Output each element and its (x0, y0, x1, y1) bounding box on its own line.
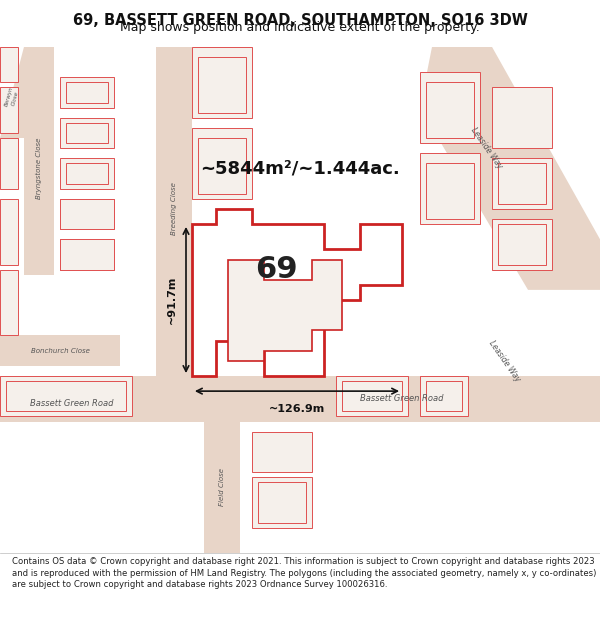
Bar (420, 153, 480, 224)
Bar (198, 57, 246, 112)
Bar (66, 82, 108, 102)
Bar (204, 421, 240, 553)
Bar (0, 138, 18, 189)
Bar (492, 219, 552, 269)
Text: 69, BASSETT GREEN ROAD, SOUTHAMPTON, SO16 3DW: 69, BASSETT GREEN ROAD, SOUTHAMPTON, SO1… (73, 13, 527, 28)
Bar (66, 122, 108, 143)
Polygon shape (228, 259, 342, 361)
Bar (66, 163, 108, 184)
Text: ~5844m²/~1.444ac.: ~5844m²/~1.444ac. (200, 159, 400, 177)
Text: 69: 69 (254, 255, 298, 284)
Bar (0, 336, 120, 366)
Bar (66, 204, 108, 224)
Bar (426, 381, 462, 411)
Text: Berwyn
Close: Berwyn Close (4, 86, 20, 109)
Bar (60, 78, 114, 108)
Bar (492, 158, 552, 209)
Bar (426, 82, 474, 138)
Bar (420, 72, 480, 143)
Bar (336, 376, 408, 416)
Bar (192, 128, 252, 199)
Bar (498, 163, 546, 204)
Bar (492, 88, 552, 148)
Bar (0, 269, 18, 336)
Polygon shape (420, 47, 600, 290)
Bar (0, 376, 600, 421)
Text: ~126.9m: ~126.9m (269, 404, 325, 414)
Bar (60, 239, 114, 269)
Text: Contains OS data © Crown copyright and database right 2021. This information is : Contains OS data © Crown copyright and d… (12, 557, 596, 589)
Bar (498, 224, 546, 264)
Bar (156, 47, 192, 376)
Bar (192, 47, 252, 118)
Text: Leaside Way: Leaside Way (487, 339, 521, 383)
Text: Bassett Green Road: Bassett Green Road (30, 399, 113, 408)
Text: Breeding Close: Breeding Close (171, 182, 177, 235)
Bar (66, 244, 108, 264)
Bar (198, 138, 246, 194)
Bar (60, 199, 114, 229)
Text: Bonchurch Close: Bonchurch Close (31, 348, 89, 354)
Bar (24, 47, 54, 275)
Bar (60, 158, 114, 189)
Bar (60, 118, 114, 148)
Bar (342, 381, 402, 411)
Bar (426, 163, 474, 219)
Bar (60, 199, 114, 229)
Text: ~91.7m: ~91.7m (167, 276, 177, 324)
Bar (420, 376, 468, 416)
Text: Leaside Way: Leaside Way (469, 126, 503, 171)
Bar (6, 381, 126, 411)
Bar (0, 199, 18, 264)
Bar (0, 47, 18, 82)
Bar (252, 478, 312, 528)
Text: Bassett Green Road: Bassett Green Road (360, 394, 443, 403)
Text: Field Close: Field Close (219, 468, 225, 506)
Text: Bryngstone Close: Bryngstone Close (36, 138, 42, 199)
Polygon shape (0, 47, 54, 138)
Bar (258, 482, 306, 522)
Bar (252, 432, 312, 472)
Bar (0, 376, 132, 416)
Bar (0, 88, 18, 133)
Text: Map shows position and indicative extent of the property.: Map shows position and indicative extent… (120, 21, 480, 34)
Bar (60, 239, 114, 269)
